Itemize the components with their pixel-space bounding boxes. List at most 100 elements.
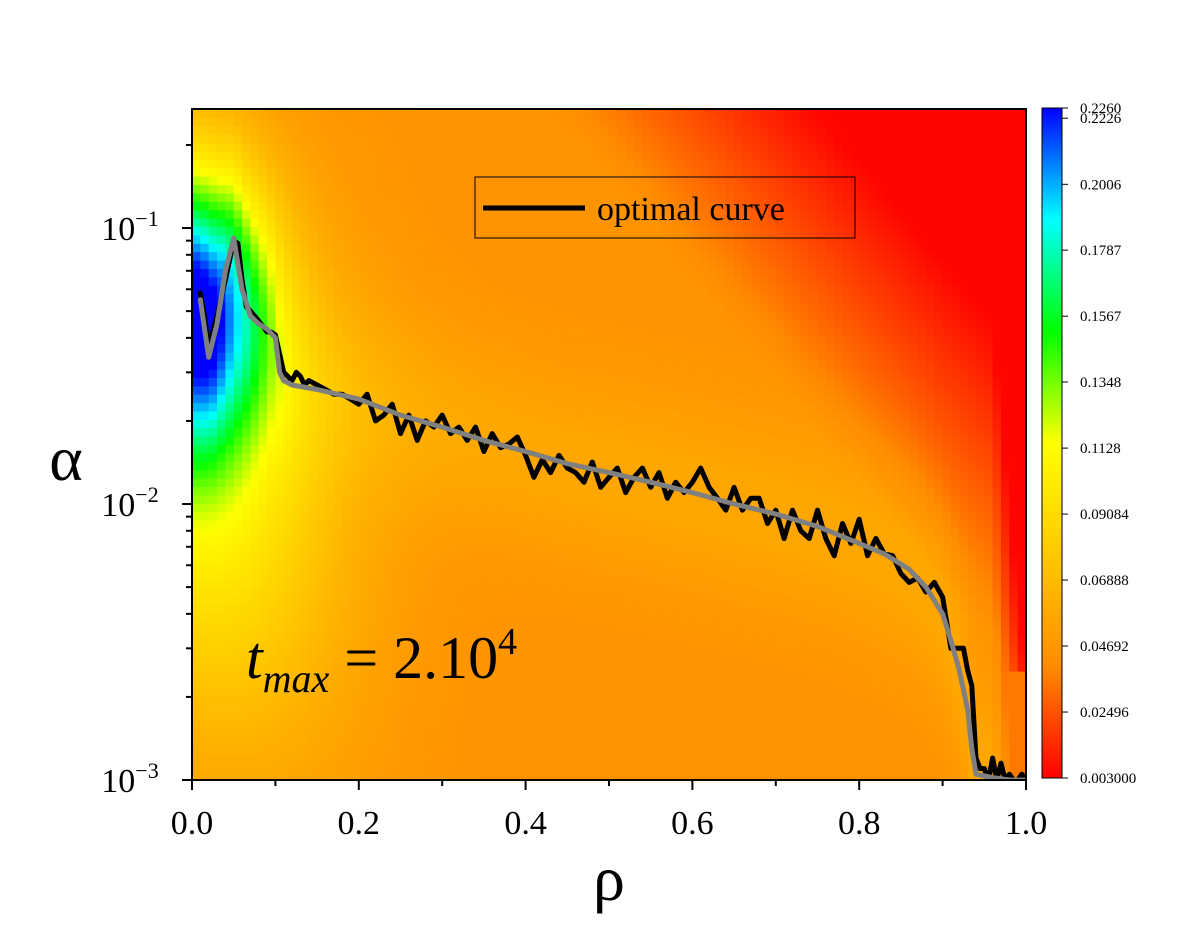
heatmap-cell xyxy=(225,570,235,580)
heatmap-cell xyxy=(258,276,268,286)
heatmap-cell xyxy=(267,276,276,286)
heatmap-cell xyxy=(350,318,360,328)
heatmap-cell xyxy=(675,419,685,429)
heatmap-cell xyxy=(258,654,268,664)
heatmap-cell xyxy=(542,738,552,748)
heatmap-cell xyxy=(442,511,452,521)
heatmap-cell xyxy=(650,545,660,555)
heatmap-cell xyxy=(375,301,385,311)
heatmap-cell xyxy=(650,276,660,286)
heatmap-cell xyxy=(208,109,218,118)
heatmap-cell xyxy=(675,125,685,135)
heatmap-cell xyxy=(250,251,260,261)
heatmap-cell xyxy=(425,218,435,228)
heatmap-cell xyxy=(609,410,618,420)
heatmap-cell xyxy=(417,444,427,454)
heatmap-cell xyxy=(383,746,393,756)
heatmap-cell xyxy=(308,738,318,748)
heatmap-cell xyxy=(400,318,410,328)
heatmap-cell xyxy=(625,159,635,169)
heatmap-cell xyxy=(634,587,643,597)
heatmap-cell xyxy=(684,721,693,731)
heatmap-cell xyxy=(558,410,568,420)
heatmap-cell xyxy=(600,327,610,337)
heatmap-cell xyxy=(517,251,527,261)
heatmap-cell xyxy=(533,511,543,521)
heatmap-cell xyxy=(450,570,460,580)
heatmap-cell xyxy=(392,369,402,378)
heatmap-cell xyxy=(192,461,201,471)
heatmap-cell xyxy=(317,469,327,479)
heatmap-cell xyxy=(300,545,310,555)
heatmap-cell xyxy=(492,301,502,311)
heatmap-cell xyxy=(583,704,593,714)
heatmap-cell xyxy=(517,226,527,236)
heatmap-cell xyxy=(200,503,210,513)
heatmap-cell xyxy=(550,561,560,571)
heatmap-cell xyxy=(483,285,493,295)
heatmap-cell xyxy=(367,142,377,152)
heatmap-cell xyxy=(217,570,226,580)
heatmap-cell xyxy=(617,603,627,613)
heatmap-cell xyxy=(667,285,677,295)
heatmap-cell xyxy=(667,754,677,764)
heatmap-cell xyxy=(308,603,318,613)
heatmap-cell xyxy=(475,629,485,639)
heatmap-cell xyxy=(650,268,660,278)
heatmap-cell xyxy=(258,587,268,597)
heatmap-cell xyxy=(650,536,660,546)
heatmap-cell xyxy=(433,226,443,236)
heatmap-cell xyxy=(667,738,677,748)
heatmap-cell xyxy=(634,519,643,529)
heatmap-cell xyxy=(692,771,702,780)
heatmap-cell xyxy=(367,738,377,748)
heatmap-cell xyxy=(358,536,368,546)
heatmap-cell xyxy=(342,117,352,127)
heatmap-cell xyxy=(200,243,210,253)
heatmap-cell xyxy=(233,234,243,244)
heatmap-cell xyxy=(217,259,226,269)
heatmap-cell xyxy=(700,419,710,429)
heatmap-cell xyxy=(483,763,493,773)
heatmap-cell xyxy=(350,603,360,613)
heatmap-cell xyxy=(609,478,618,488)
heatmap-cell xyxy=(550,620,560,630)
heatmap-cell xyxy=(492,662,502,672)
heatmap-cell xyxy=(308,318,318,328)
heatmap-cell xyxy=(208,729,218,739)
heatmap-cell xyxy=(659,704,668,714)
heatmap-cell xyxy=(208,486,218,496)
heatmap-cell xyxy=(592,738,602,748)
heatmap-cell xyxy=(400,310,410,320)
heatmap-cell xyxy=(625,712,635,722)
heatmap-cell xyxy=(350,754,360,764)
heatmap-cell xyxy=(659,654,668,664)
heatmap-cell xyxy=(308,394,318,404)
heatmap-cell xyxy=(625,570,635,580)
heatmap-cell xyxy=(667,536,677,546)
heatmap-cell xyxy=(383,159,393,169)
heatmap-cell xyxy=(609,201,618,211)
heatmap-cell xyxy=(609,536,618,546)
heatmap-cell xyxy=(475,452,485,462)
heatmap-cell xyxy=(275,612,285,622)
heatmap-cell xyxy=(592,629,602,639)
heatmap-cell xyxy=(684,419,693,429)
heatmap-cell xyxy=(325,629,335,639)
heatmap-cell xyxy=(592,620,602,630)
heatmap-cell xyxy=(625,452,635,462)
heatmap-cell xyxy=(350,369,360,378)
heatmap-cell xyxy=(300,134,310,144)
heatmap-cell xyxy=(692,486,702,496)
heatmap-cell xyxy=(217,645,226,655)
heatmap-cell xyxy=(300,461,310,471)
heatmap-cell xyxy=(308,184,318,194)
heatmap-cell xyxy=(625,343,635,353)
heatmap-cell xyxy=(625,276,635,286)
heatmap-cell xyxy=(358,301,368,311)
heatmap-cell xyxy=(483,771,493,780)
heatmap-cell xyxy=(617,117,627,127)
heatmap-cell xyxy=(350,478,360,488)
heatmap-cell xyxy=(300,293,310,303)
heatmap-cell xyxy=(358,192,368,202)
